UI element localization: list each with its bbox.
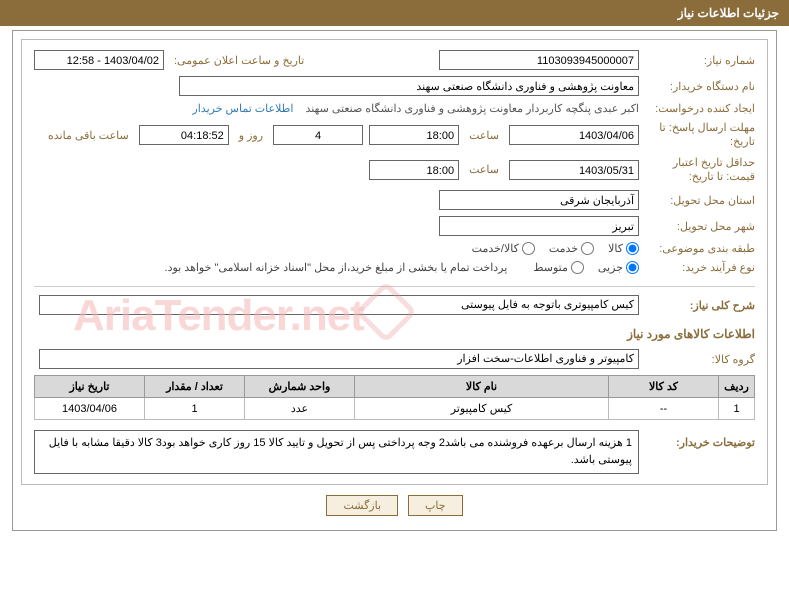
cell-qty: 1 (145, 398, 245, 420)
label-requester: ایجاد کننده درخواست: (645, 102, 755, 115)
th-code: کد کالا (609, 376, 719, 398)
deadline-time: 18:00 (369, 125, 459, 145)
validity-time: 18:00 (369, 160, 459, 180)
th-qty: تعداد / مقدار (145, 376, 245, 398)
province: آذربایجان شرقی (439, 190, 639, 210)
countdown: 04:18:52 (139, 125, 229, 145)
items-table: ردیف کد کالا نام کالا واحد شمارش تعداد /… (34, 375, 755, 420)
label-time-1: ساعت (465, 129, 503, 142)
radio-service[interactable]: خدمت (549, 242, 594, 255)
header-title: جزئیات اطلاعات نیاز (0, 0, 789, 26)
subject-radios: کالا خدمت کالا/خدمت (472, 242, 639, 255)
process-radios: جزیی متوسط (533, 261, 639, 274)
th-idx: ردیف (719, 376, 755, 398)
back-button[interactable]: بازگشت (326, 495, 398, 516)
label-province: استان محل تحویل: (645, 194, 755, 207)
label-remaining: ساعت باقی مانده (44, 129, 133, 142)
label-city: شهر محل تحویل: (645, 220, 755, 233)
cell-name: کیس کامپیوتر (355, 398, 609, 420)
label-goods-group: گروه کالا: (645, 353, 755, 366)
announce-datetime: 1403/04/02 - 12:58 (34, 50, 164, 70)
label-buyer-notes: توضیحات خریدار: (645, 430, 755, 449)
radio-minor[interactable]: جزیی (598, 261, 639, 274)
label-buyer-org: نام دستگاه خریدار: (645, 80, 755, 93)
th-name: نام کالا (355, 376, 609, 398)
radio-medium[interactable]: متوسط (533, 261, 584, 274)
items-section-title: اطلاعات کالاهای مورد نیاز (34, 327, 755, 341)
th-unit: واحد شمارش (245, 376, 355, 398)
validity-date: 1403/05/31 (509, 160, 639, 180)
cell-code: -- (609, 398, 719, 420)
cell-idx: 1 (719, 398, 755, 420)
cell-unit: عدد (245, 398, 355, 420)
need-description: کیس کامپیوتری باتوجه به فایل پیوستی (39, 295, 639, 315)
contact-link[interactable]: اطلاعات تماس خریدار (192, 102, 293, 115)
label-process: نوع فرآیند خرید: (645, 261, 755, 274)
label-subject: طبقه بندی موضوعی: (645, 242, 755, 255)
buyer-notes: 1 هزینه ارسال برعهده فروشنده می باشد2 وج… (34, 430, 639, 474)
radio-goods[interactable]: کالا (608, 242, 639, 255)
label-deadline: مهلت ارسال پاسخ: تا تاریخ: (645, 121, 755, 150)
payment-note: پرداخت تمام یا بخشی از مبلغ خرید،از محل … (165, 261, 508, 274)
label-need-no: شماره نیاز: (645, 54, 755, 67)
form-panel: AriaTender.net شماره نیاز: 1103093945000… (12, 30, 777, 531)
city: تبریز (439, 216, 639, 236)
label-announce: تاریخ و ساعت اعلان عمومی: (170, 54, 308, 67)
need-number: 1103093945000007 (439, 50, 639, 70)
requester-name: اکبر عبدی پنگچه کاربردار معاونت پژوهشی و… (305, 102, 639, 115)
table-row: 1 -- کیس کامپیوتر عدد 1 1403/04/06 (35, 398, 755, 420)
deadline-days: 4 (273, 125, 363, 145)
cell-date: 1403/04/06 (35, 398, 145, 420)
deadline-date: 1403/04/06 (509, 125, 639, 145)
label-validity: حداقل تاریخ اعتبار قیمت: تا تاریخ: (645, 156, 755, 185)
print-button[interactable]: چاپ (408, 495, 463, 516)
th-date: تاریخ نیاز (35, 376, 145, 398)
radio-both[interactable]: کالا/خدمت (472, 242, 535, 255)
buyer-org: معاونت پژوهشی و فناوری دانشگاه صنعتی سهن… (179, 76, 639, 96)
label-time-2: ساعت (465, 163, 503, 176)
goods-group: کامپیوتر و فناوری اطلاعات-سخت افزار (39, 349, 639, 369)
label-need-desc: شرح کلی نیاز: (645, 299, 755, 312)
label-days: روز و (235, 129, 267, 142)
